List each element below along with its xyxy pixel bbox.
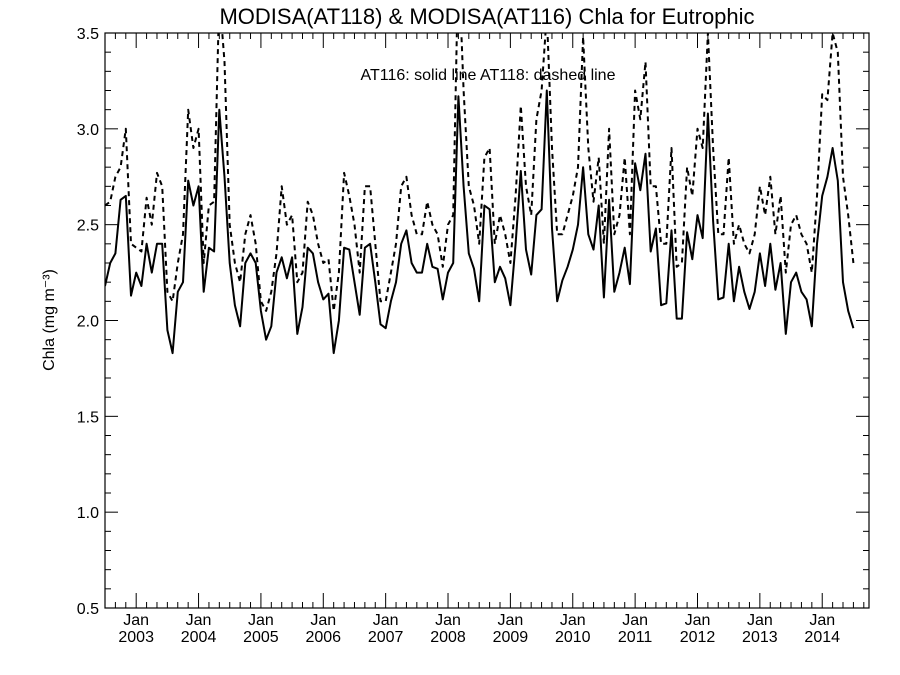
x-tick-month: Jan xyxy=(497,612,523,629)
x-tick-year: 2011 xyxy=(618,629,653,646)
x-tick-year: 2009 xyxy=(493,629,529,646)
x-tick-year: 2004 xyxy=(181,629,217,646)
x-tick-year: 2013 xyxy=(742,629,778,646)
x-tick-month: Jan xyxy=(685,612,711,629)
x-tick-year: 2007 xyxy=(368,629,404,646)
x-tick-year: 2008 xyxy=(430,629,466,646)
series-layer xyxy=(105,33,855,355)
y-tick-label: 2.5 xyxy=(77,218,99,235)
x-tick-month: Jan xyxy=(248,612,274,629)
x-tick-year: 2006 xyxy=(305,629,341,646)
x-tick-labels: Jan2003Jan2004Jan2005Jan2006Jan2007Jan20… xyxy=(118,612,840,646)
y-tick-label: 1.5 xyxy=(77,409,99,426)
y-tick-label: 2.0 xyxy=(77,314,99,331)
x-tick-year: 2005 xyxy=(243,629,279,646)
series-line-dashed xyxy=(105,33,855,312)
x-tick-month: Jan xyxy=(622,612,648,629)
chart-title: MODISA(AT118) & MODISA(AT116) Chla for E… xyxy=(219,4,754,29)
y-tick-label: 1.0 xyxy=(77,505,99,522)
x-tick-month: Jan xyxy=(186,612,212,629)
x-tick-month: Jan xyxy=(435,612,461,629)
x-tick-month: Jan xyxy=(123,612,149,629)
x-tick-month: Jan xyxy=(560,612,586,629)
legend-annotation: AT116: solid line AT118: dashed line xyxy=(361,67,616,84)
x-tick-month: Jan xyxy=(373,612,399,629)
x-tick-year: 2010 xyxy=(555,629,591,646)
y-tick-label: 3.5 xyxy=(77,26,99,43)
series-line-solid xyxy=(105,89,855,355)
x-tick-month: Jan xyxy=(809,612,835,629)
x-tick-year: 2012 xyxy=(680,629,716,646)
y-tick-label: 0.5 xyxy=(77,601,99,618)
x-tick-year: 2003 xyxy=(118,629,154,646)
axes xyxy=(104,32,870,609)
x-tick-month: Jan xyxy=(310,612,336,629)
y-axis-label: Chla (mg m⁻³) xyxy=(41,269,58,371)
y-tick-labels: 0.5 1.0 1.5 2.0 2.5 3.0 3.5 xyxy=(77,26,99,618)
x-tick-year: 2014 xyxy=(804,629,840,646)
y-tick-label: 3.0 xyxy=(77,122,99,139)
x-tick-month: Jan xyxy=(747,612,773,629)
